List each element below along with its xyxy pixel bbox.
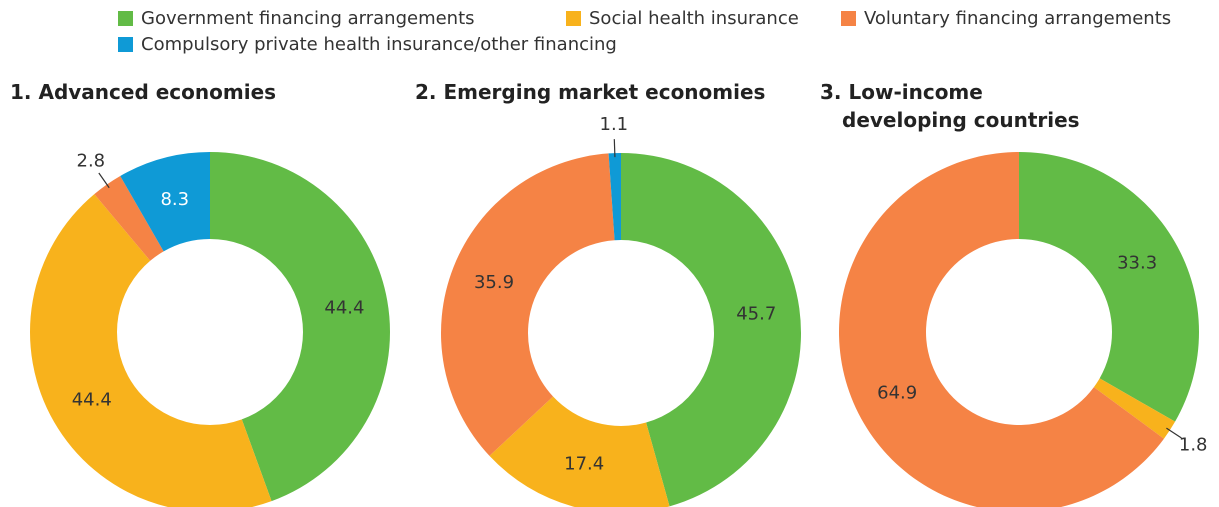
data-label: 1.8 [1179, 435, 1208, 456]
legend-label: Government financing arrangements [141, 8, 475, 29]
legend-label: Social health insurance [589, 8, 799, 29]
donut-slice [440, 153, 615, 456]
data-label: 44.4 [324, 297, 364, 318]
donut-slice [608, 153, 621, 241]
data-label: 17.4 [564, 453, 604, 474]
donut-slice [839, 152, 1164, 507]
donut-slice [94, 175, 164, 261]
data-label: 35.9 [474, 272, 514, 293]
donut-slice [30, 194, 272, 507]
legend-item: Compulsory private health insurance/othe… [118, 34, 617, 55]
legend-label: Compulsory private health insurance/othe… [141, 34, 617, 55]
donut-slice [621, 153, 802, 507]
legend-label: Voluntary financing arrangements [864, 8, 1172, 29]
leader-line [98, 172, 110, 189]
chart-title: 3. Low-income developing countries [820, 80, 1080, 132]
legend-item: Voluntary financing arrangements [841, 8, 1171, 29]
legend-item: Social health insurance [566, 8, 799, 29]
data-label: 1.1 [600, 114, 629, 135]
legend-swatch [118, 11, 133, 26]
donut-slice [120, 152, 210, 252]
data-label: 33.3 [1117, 253, 1157, 274]
legend-swatch [841, 11, 856, 26]
donut-slice [1093, 378, 1176, 439]
data-label: 44.4 [72, 389, 112, 410]
donut-slice [489, 396, 670, 507]
data-label: 64.9 [877, 383, 917, 404]
legend-item: Government financing arrangements [118, 8, 475, 29]
data-label: 45.7 [736, 303, 776, 324]
leader-line [1166, 427, 1182, 439]
donut-slice [1019, 152, 1199, 422]
chart-title: 1. Advanced economies [10, 80, 277, 104]
data-label: 2.8 [77, 151, 106, 172]
chart-title: 2. Emerging market economies [415, 80, 766, 104]
donut-slice [210, 152, 391, 502]
legend-swatch [566, 11, 581, 26]
data-label: 8.3 [160, 189, 189, 210]
legend-swatch [118, 37, 133, 52]
leader-line [613, 139, 616, 158]
